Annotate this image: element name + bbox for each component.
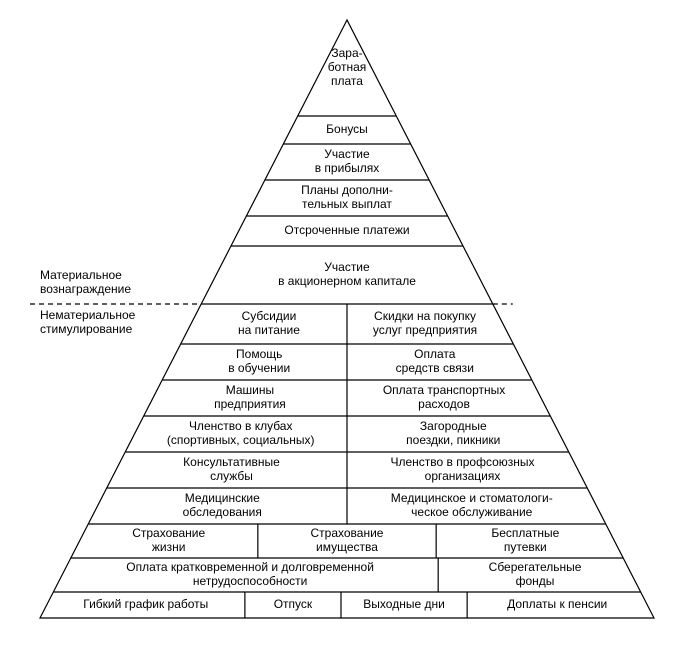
nonmaterial-label: Нематериальное стимулирование	[40, 308, 135, 337]
pyramid-diagram: Зара- ботная платаБонусыУчастие в прибыл…	[10, 10, 674, 637]
material-label: Материальное вознаграждение	[40, 268, 131, 297]
